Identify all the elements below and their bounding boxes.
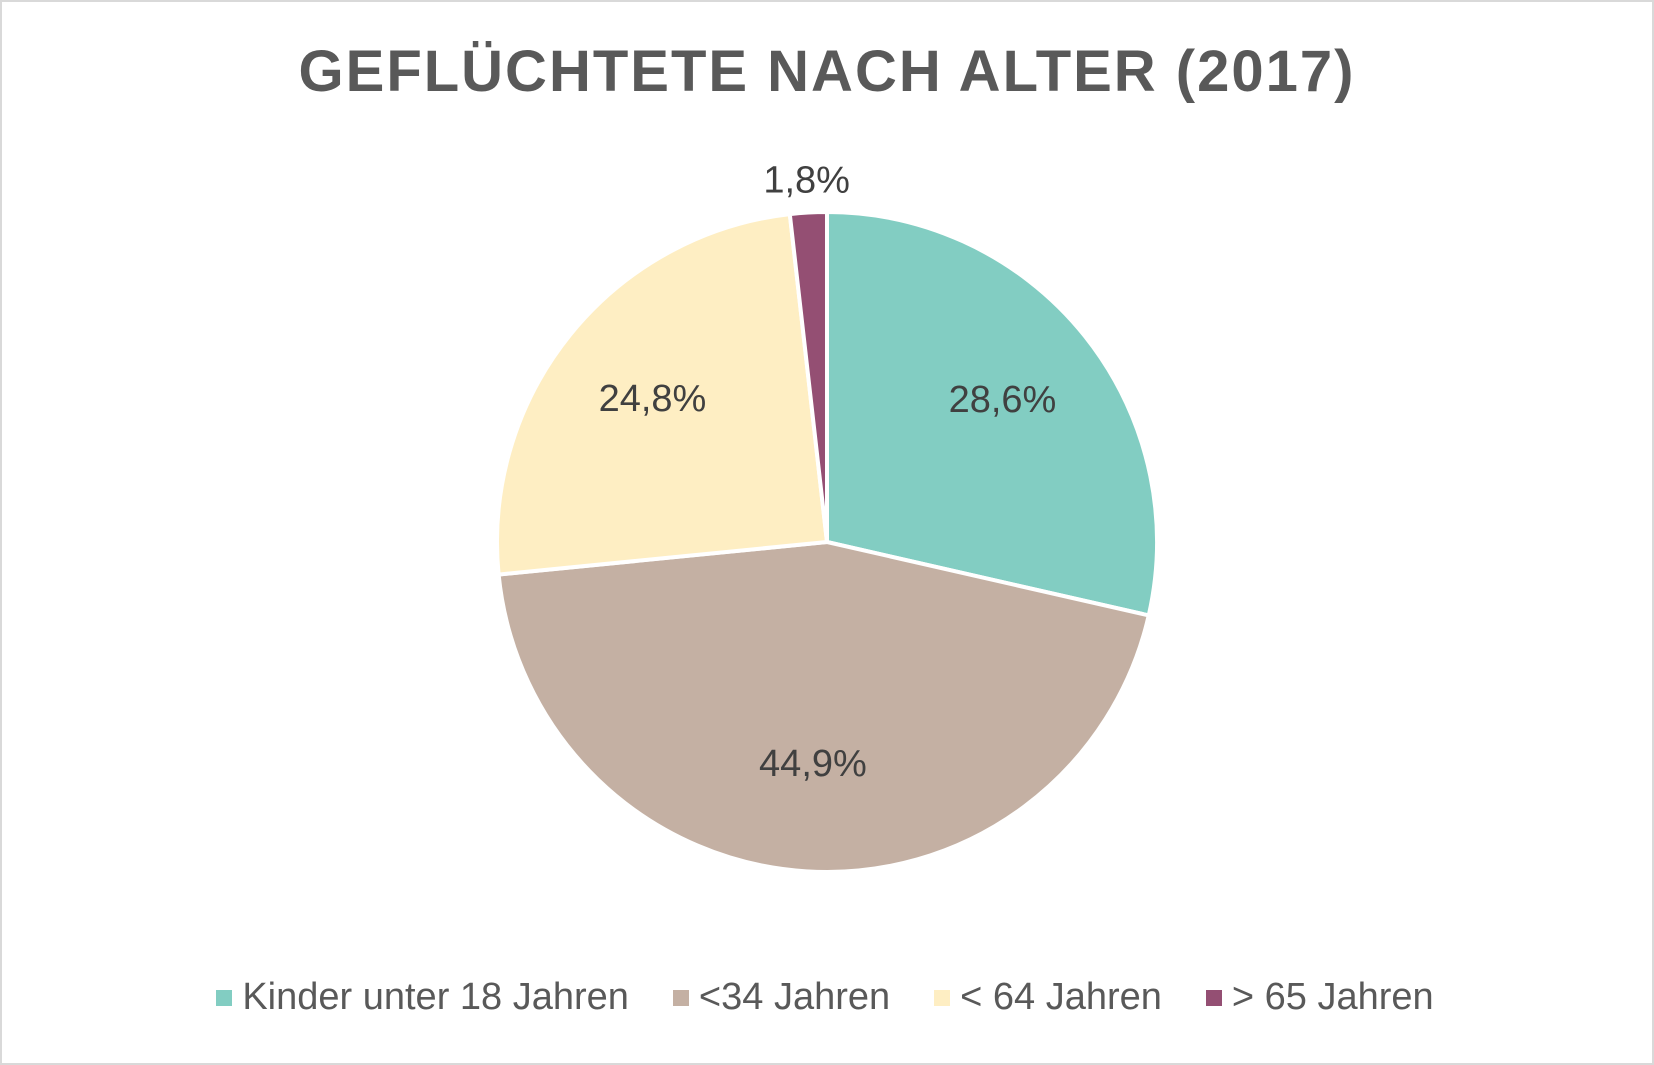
legend-label: Kinder unter 18 Jahren — [242, 976, 629, 1018]
data-label-65-jahren: 1,8% — [763, 160, 850, 202]
legend-item-34-jahren: <34 Jahren — [672, 976, 891, 1019]
legend-label: <34 Jahren — [698, 976, 891, 1018]
legend-swatch — [1205, 989, 1222, 1006]
chart-legend: Kinder unter 18 Jahren <34 Jahren < 64 Jah… — [0, 976, 1650, 1019]
pie-slice-64-jahren — [495, 211, 830, 577]
legend-swatch — [934, 989, 951, 1006]
legend-item-kinder-unter-18-jahren: Kinder unter 18 Jahren — [216, 976, 629, 1019]
pie-slice-34-jahren — [496, 539, 1152, 874]
legend-swatch — [216, 989, 233, 1006]
data-label-34-jahren: 44,9% — [759, 743, 867, 785]
legend-swatch — [672, 989, 689, 1006]
legend-item-65-jahren: > 65 Jahren — [1205, 976, 1434, 1019]
data-label-64-jahren: 24,8% — [599, 378, 707, 420]
pie-slice-kinder-unter-18-jahren — [825, 209, 1160, 618]
legend-label: > 65 Jahren — [1231, 976, 1434, 1018]
data-label-kinder-unter-18-jahren: 28,6% — [949, 379, 1057, 421]
legend-item-64-jahren: < 64 Jahren — [934, 976, 1162, 1019]
pie-slice-65-jahren — [787, 209, 829, 543]
legend-label: < 64 Jahren — [960, 976, 1162, 1018]
chart-title: GEFLÜCHTETE NACH ALTER (2017) — [298, 39, 1356, 104]
